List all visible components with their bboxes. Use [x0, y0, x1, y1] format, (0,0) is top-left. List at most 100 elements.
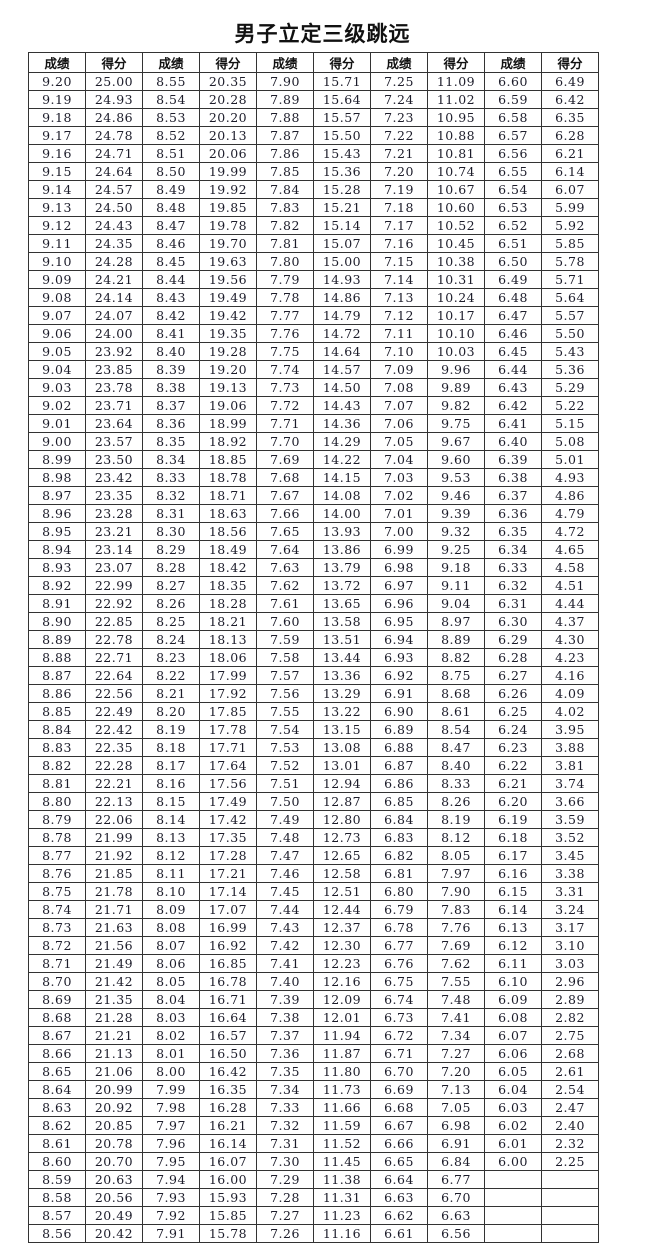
table-row: 9.06 24.00 8.41 19.35 7.76 14.72 7.11 10.10 6.46…	[28, 324, 599, 343]
score-cell: 12.44	[313, 900, 371, 919]
table-row: 8.86 22.56 8.21 17.92 7.56 13.29 6.91 8.68 6.26 4…	[28, 684, 599, 703]
result-cell: 8.82	[28, 756, 86, 775]
result-cell: 6.54	[484, 180, 542, 199]
result-cell: 6.76	[370, 954, 428, 973]
table-row: 8.85 22.49 8.20 17.85 7.55 13.22 6.90 8.61 6.25 4…	[28, 702, 599, 721]
score-cell: 15.57	[313, 108, 371, 127]
table-row: 8.75 21.78 8.10 17.14 7.45 12.51 6.80 7.90 6.15 3…	[28, 882, 599, 901]
result-cell: 9.04	[28, 360, 86, 379]
result-cell: 6.72	[370, 1026, 428, 1045]
score-cell: 7.55	[427, 972, 485, 991]
score-cell: 15.28	[313, 180, 371, 199]
result-cell: 8.50	[142, 162, 200, 181]
result-cell: 8.92	[28, 576, 86, 595]
score-cell: 24.35	[85, 234, 143, 253]
score-cell: 9.39	[427, 504, 485, 523]
result-cell: 6.99	[370, 540, 428, 559]
score-cell: 4.72	[541, 522, 599, 541]
table-row: 8.59 20.63 7.94 16.00 7.29 11.38 6.64 6.77	[28, 1170, 599, 1189]
score-cell: 19.13	[199, 378, 257, 397]
result-cell: 6.14	[484, 900, 542, 919]
score-cell	[541, 1170, 599, 1189]
result-cell: 6.91	[370, 684, 428, 703]
score-cell: 15.21	[313, 198, 371, 217]
table-row: 8.74 21.71 8.09 17.07 7.44 12.44 6.79 7.83 6.14 3…	[28, 900, 599, 919]
result-cell: 7.68	[256, 468, 314, 487]
score-cell: 20.49	[85, 1206, 143, 1225]
score-cell: 22.92	[85, 594, 143, 613]
score-cell: 12.94	[313, 774, 371, 793]
result-cell: 7.83	[256, 198, 314, 217]
score-cell: 23.85	[85, 360, 143, 379]
result-cell: 8.89	[28, 630, 86, 649]
result-cell: 6.15	[484, 882, 542, 901]
score-cell: 16.28	[199, 1098, 257, 1117]
result-cell: 7.77	[256, 306, 314, 325]
result-cell: 7.95	[142, 1152, 200, 1171]
result-cell: 7.55	[256, 702, 314, 721]
result-cell: 6.63	[370, 1188, 428, 1207]
result-cell: 7.66	[256, 504, 314, 523]
header-score: 得分	[199, 52, 257, 73]
score-cell: 10.24	[427, 288, 485, 307]
result-cell: 7.86	[256, 144, 314, 163]
score-cell: 4.09	[541, 684, 599, 703]
result-cell: 8.60	[28, 1152, 86, 1171]
score-cell: 19.49	[199, 288, 257, 307]
result-cell: 7.37	[256, 1026, 314, 1045]
table-row: 9.17 24.78 8.52 20.13 7.87 15.50 7.22 10.88 6.57…	[28, 126, 599, 145]
result-cell: 6.69	[370, 1080, 428, 1099]
result-cell: 9.16	[28, 144, 86, 163]
score-cell: 7.05	[427, 1098, 485, 1117]
score-cell: 11.94	[313, 1026, 371, 1045]
score-cell: 14.50	[313, 378, 371, 397]
result-cell: 6.18	[484, 828, 542, 847]
score-cell: 17.21	[199, 864, 257, 883]
score-cell: 7.20	[427, 1062, 485, 1081]
score-cell: 17.85	[199, 702, 257, 721]
score-cell: 6.49	[541, 72, 599, 91]
score-cell: 17.64	[199, 756, 257, 775]
score-cell: 18.13	[199, 630, 257, 649]
score-cell: 2.82	[541, 1008, 599, 1027]
score-cell: 19.70	[199, 234, 257, 253]
score-cell: 18.78	[199, 468, 257, 487]
score-cell: 22.71	[85, 648, 143, 667]
result-cell: 7.22	[370, 126, 428, 145]
result-cell: 6.13	[484, 918, 542, 937]
result-cell: 8.72	[28, 936, 86, 955]
result-cell: 8.51	[142, 144, 200, 163]
score-cell: 18.85	[199, 450, 257, 469]
result-cell: 7.56	[256, 684, 314, 703]
result-cell: 7.73	[256, 378, 314, 397]
score-cell: 19.06	[199, 396, 257, 415]
score-cell: 18.63	[199, 504, 257, 523]
result-cell: 8.24	[142, 630, 200, 649]
score-cell: 17.42	[199, 810, 257, 829]
score-cell: 8.82	[427, 648, 485, 667]
score-cell: 10.10	[427, 324, 485, 343]
score-cell: 14.08	[313, 486, 371, 505]
table-row: 8.81 22.21 8.16 17.56 7.51 12.94 6.86 8.33 6.21 3…	[28, 774, 599, 793]
score-cell: 8.26	[427, 792, 485, 811]
score-table: 成绩 得分 成绩 得分 成绩 得分 成绩 得分 成绩 得分 9.20 25.00 8.55 20.35 7…	[28, 52, 599, 1243]
score-cell: 5.57	[541, 306, 599, 325]
score-cell: 7.97	[427, 864, 485, 883]
score-cell: 11.31	[313, 1188, 371, 1207]
table-row: 9.20 25.00 8.55 20.35 7.90 15.71 7.25 11.09 6.60…	[28, 72, 599, 91]
score-cell: 16.57	[199, 1026, 257, 1045]
result-cell: 6.66	[370, 1134, 428, 1153]
result-cell: 7.81	[256, 234, 314, 253]
result-cell: 6.38	[484, 468, 542, 487]
result-cell: 8.39	[142, 360, 200, 379]
score-cell: 5.85	[541, 234, 599, 253]
table-row: 9.09 24.21 8.44 19.56 7.79 14.93 7.14 10.31 6.49…	[28, 270, 599, 289]
result-cell: 6.48	[484, 288, 542, 307]
result-cell: 7.29	[256, 1170, 314, 1189]
result-cell: 7.03	[370, 468, 428, 487]
result-cell: 8.81	[28, 774, 86, 793]
score-cell: 4.65	[541, 540, 599, 559]
result-cell: 8.93	[28, 558, 86, 577]
result-cell: 8.02	[142, 1026, 200, 1045]
score-cell: 3.52	[541, 828, 599, 847]
